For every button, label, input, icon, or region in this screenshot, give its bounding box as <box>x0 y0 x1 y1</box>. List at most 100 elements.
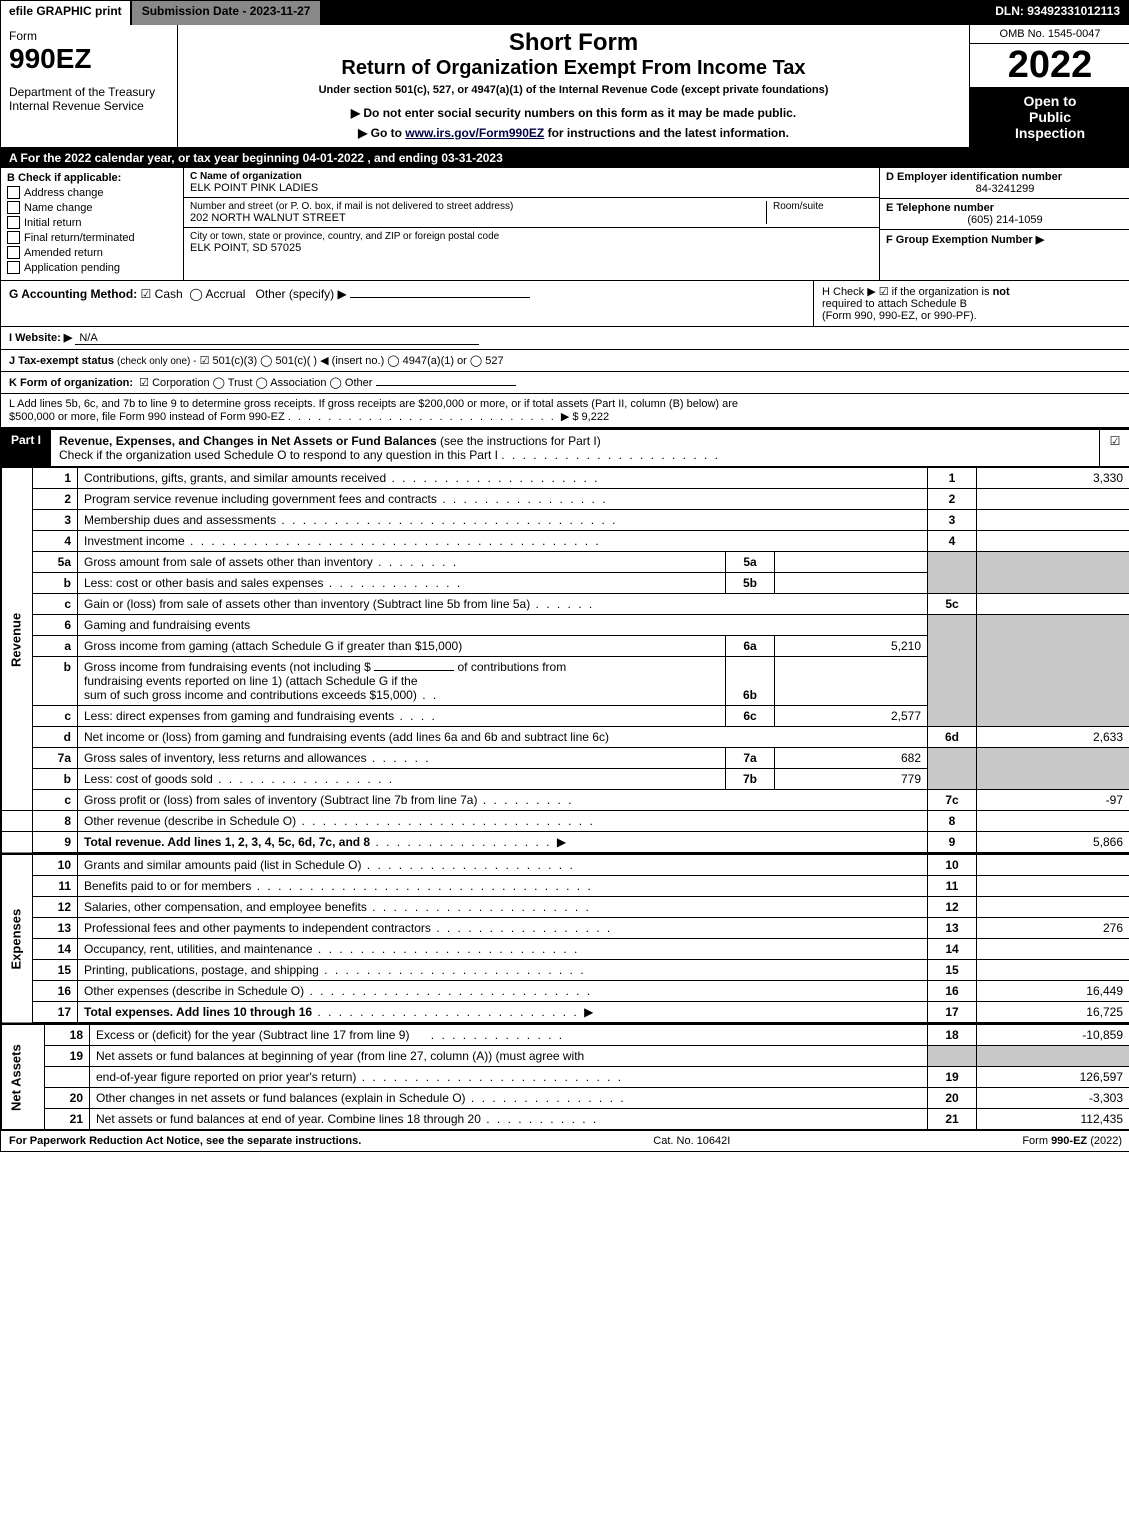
col-b-title: B Check if applicable: <box>7 172 177 184</box>
goto-line: ▶ Go to www.irs.gov/Form990EZ for instru… <box>188 126 959 140</box>
column-b: B Check if applicable: Address change Na… <box>1 168 184 280</box>
line-ref: 9 <box>928 832 977 854</box>
line-desc: Investment income . . . . . . . . . . . … <box>78 531 928 552</box>
table-row: 13 Professional fees and other payments … <box>2 918 1129 939</box>
line-desc: Occupancy, rent, utilities, and maintena… <box>78 939 928 960</box>
line-value <box>977 510 1129 531</box>
city-label: City or town, state or province, country… <box>190 231 873 242</box>
line-num: 17 <box>33 1002 78 1024</box>
h-label: H Check ▶ ☑ if the organization is <box>822 286 993 298</box>
line-desc: Less: direct expenses from gaming and fu… <box>78 706 726 727</box>
shaded-cell <box>928 552 977 594</box>
sub-ref: 6a <box>726 636 775 657</box>
shaded-cell <box>928 1046 977 1067</box>
org-name-block: C Name of organization ELK POINT PINK LA… <box>184 168 879 198</box>
dots: . . . . . . . . . . . . . . . . . . . . … <box>288 411 561 423</box>
line-value: -3,303 <box>977 1088 1129 1109</box>
city-block: City or town, state or province, country… <box>184 228 879 257</box>
checkbox-icon <box>7 246 20 259</box>
cb-name[interactable]: Name change <box>7 201 177 214</box>
line-desc: end-of-year figure reported on prior yea… <box>90 1067 928 1088</box>
sub-ref: 6b <box>726 657 775 706</box>
info-grid: B Check if applicable: Address change Na… <box>1 168 1129 281</box>
line-desc: Excess or (deficit) for the year (Subtra… <box>90 1025 928 1046</box>
desc-text: Program service revenue including govern… <box>84 492 437 506</box>
sub-ref: 5a <box>726 552 775 573</box>
g-other: Other (specify) ▶ <box>255 287 346 301</box>
cb-address[interactable]: Address change <box>7 186 177 199</box>
table-row: 4 Investment income . . . . . . . . . . … <box>2 531 1129 552</box>
sub-ref: 7b <box>726 769 775 790</box>
checkbox-icon <box>7 216 20 229</box>
form-number: 990EZ <box>9 43 169 75</box>
line-value: 16,725 <box>977 1002 1129 1024</box>
blank-field[interactable] <box>374 670 454 671</box>
line-value <box>977 876 1129 897</box>
line-ref: 7c <box>928 790 977 811</box>
shaded-cell <box>977 1046 1129 1067</box>
desc-text: Other revenue (describe in Schedule O) <box>84 814 296 828</box>
line-ref: 3 <box>928 510 977 531</box>
table-row: 8 Other revenue (describe in Schedule O)… <box>2 811 1129 832</box>
line-ref: 17 <box>928 1002 977 1024</box>
line-num: 6 <box>33 615 78 636</box>
footer-left: For Paperwork Reduction Act Notice, see … <box>9 1135 361 1147</box>
line-num: 4 <box>33 531 78 552</box>
line-num: d <box>33 727 78 748</box>
desc-text: Contributions, gifts, grants, and simila… <box>84 471 386 485</box>
line-value <box>977 531 1129 552</box>
line-num <box>45 1067 90 1088</box>
line-ref: 14 <box>928 939 977 960</box>
netassets-side-label: Net Assets <box>2 1025 45 1130</box>
row-j: J Tax-exempt status (check only one) - ☑… <box>1 350 1129 372</box>
line-ref: 15 <box>928 960 977 981</box>
part1-checkbox[interactable]: ☑ <box>1099 430 1129 466</box>
line-ref: 5c <box>928 594 977 615</box>
desc-text: Other changes in net assets or fund bala… <box>96 1091 466 1105</box>
line-ref: 4 <box>928 531 977 552</box>
table-row: 3 Membership dues and assessments . . . … <box>2 510 1129 531</box>
k-blank[interactable] <box>376 385 516 386</box>
tax-year: 2022 <box>970 44 1129 87</box>
short-form-title: Short Form <box>188 29 959 57</box>
desc-text: Other expenses (describe in Schedule O) <box>84 984 304 998</box>
street-label: Number and street (or P. O. box, if mail… <box>190 201 766 212</box>
table-row: Expenses 10 Grants and similar amounts p… <box>2 855 1129 876</box>
shaded-cell <box>928 748 977 790</box>
line-desc: Net income or (loss) from gaming and fun… <box>78 727 928 748</box>
line-desc: Contributions, gifts, grants, and simila… <box>78 468 928 489</box>
efile-print-label[interactable]: efile GRAPHIC print <box>1 1 132 25</box>
other-blank[interactable] <box>350 297 530 298</box>
table-row: c Gross profit or (loss) from sales of i… <box>2 790 1129 811</box>
part1-label: Part I <box>1 430 51 466</box>
line-num: 15 <box>33 960 78 981</box>
line-num: b <box>33 573 78 594</box>
line-desc: Total revenue. Add lines 1, 2, 3, 4, 5c,… <box>78 832 928 854</box>
part1-checkline: Check if the organization used Schedule … <box>59 448 498 462</box>
line-num: c <box>33 706 78 727</box>
line-ref: 8 <box>928 811 977 832</box>
org-name: ELK POINT PINK LADIES <box>190 182 873 194</box>
sub-value <box>775 552 928 573</box>
line-value: 3,330 <box>977 468 1129 489</box>
cb-amended[interactable]: Amended return <box>7 246 177 259</box>
ein-value: 84-3241299 <box>886 183 1124 195</box>
cb-final[interactable]: Final return/terminated <box>7 231 177 244</box>
line-ref: 16 <box>928 981 977 1002</box>
topbar-spacer <box>322 1 985 25</box>
return-title: Return of Organization Exempt From Incom… <box>188 57 959 80</box>
table-row: 6 Gaming and fundraising events <box>2 615 1129 636</box>
tel-value: (605) 214-1059 <box>886 214 1124 226</box>
line-num: 1 <box>33 468 78 489</box>
desc-text: Gross sales of inventory, less returns a… <box>84 751 367 765</box>
line-num: 19 <box>45 1046 90 1067</box>
cb-initial[interactable]: Initial return <box>7 216 177 229</box>
irs-link[interactable]: www.irs.gov/Form990EZ <box>405 126 544 140</box>
line-num: 3 <box>33 510 78 531</box>
checkbox-icon <box>7 201 20 214</box>
desc-text: Gross profit or (loss) from sales of inv… <box>84 793 477 807</box>
footer-form: 990-EZ <box>1051 1135 1087 1147</box>
line-num: 7a <box>33 748 78 769</box>
cb-pending[interactable]: Application pending <box>7 261 177 274</box>
line-value: 16,449 <box>977 981 1129 1002</box>
